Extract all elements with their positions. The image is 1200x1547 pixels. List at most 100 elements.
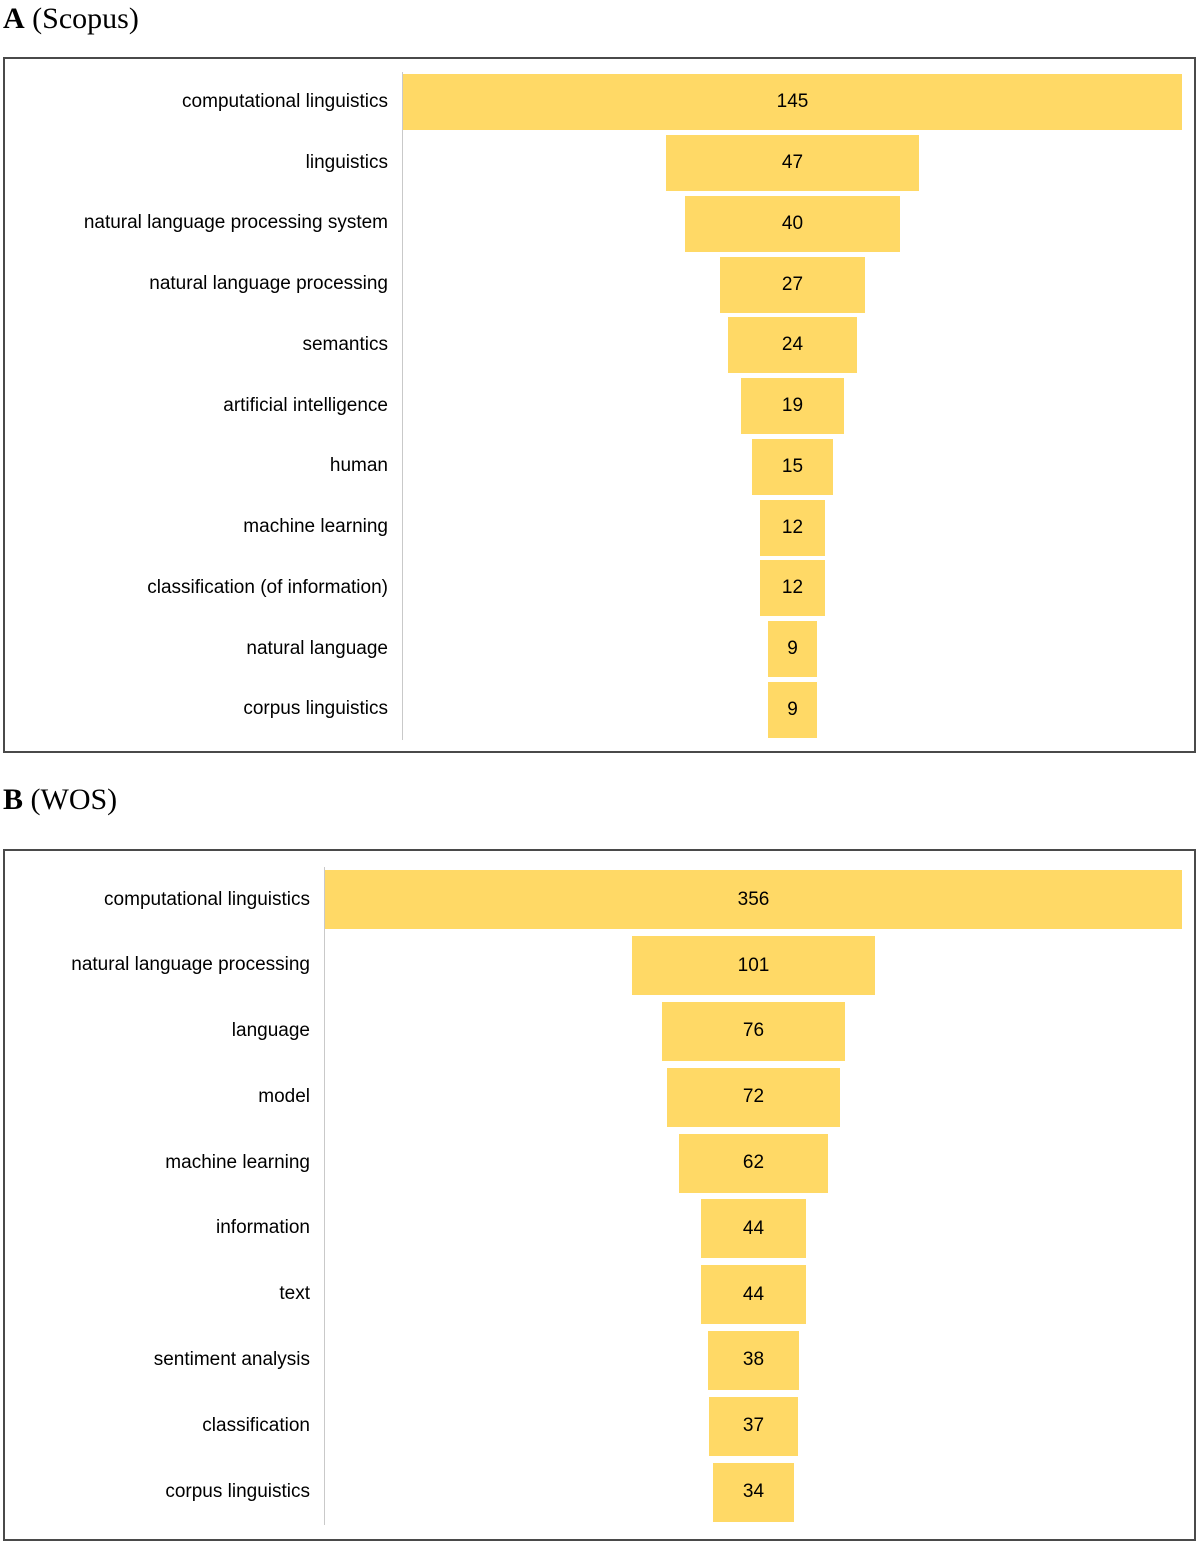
panel-b-letter: B — [3, 783, 24, 816]
chart-row: information 44 — [5, 1195, 1182, 1262]
funnel-bar: 44 — [700, 1265, 807, 1325]
chart-row: natural language processing 27 — [5, 254, 1182, 315]
funnel-bar: 12 — [760, 560, 825, 617]
value-label: 76 — [742, 1020, 765, 1042]
chart-row: classification 37 — [5, 1393, 1182, 1460]
value-label: 62 — [742, 1152, 765, 1174]
funnel-bar: 15 — [752, 438, 833, 495]
value-label: 72 — [742, 1086, 765, 1108]
bar-area: 40 — [402, 193, 1182, 255]
chart-row: language 76 — [5, 998, 1182, 1065]
funnel-bar: 37 — [708, 1396, 799, 1456]
value-label: 356 — [737, 888, 770, 910]
bar-area: 9 — [402, 618, 1182, 680]
funnel-bar: 47 — [666, 135, 919, 192]
chart-row: linguistics 47 — [5, 132, 1182, 194]
category-label: model — [258, 1085, 310, 1107]
chart-row: human 15 — [5, 436, 1182, 498]
value-label: 37 — [742, 1415, 765, 1437]
bar-area: 101 — [324, 932, 1182, 999]
value-label: 34 — [742, 1481, 765, 1503]
funnel-bar: 34 — [712, 1462, 795, 1522]
bar-area: 37 — [324, 1393, 1182, 1460]
panel-a-title: A (Scopus) — [3, 2, 139, 36]
funnel-bar: 19 — [741, 378, 844, 435]
bar-area: 19 — [402, 375, 1182, 437]
category-label: language — [231, 1020, 310, 1042]
value-label: 145 — [776, 91, 809, 113]
category-label: artificial intelligence — [223, 394, 388, 416]
category-label: machine learning — [243, 516, 388, 538]
chart-b-box: computational linguistics 356 natural lang… — [3, 849, 1196, 1541]
bar-area: 12 — [402, 557, 1182, 619]
funnel-bar: 24 — [728, 317, 857, 374]
funnel-bar: 44 — [700, 1199, 807, 1259]
funnel-bar: 12 — [760, 499, 825, 556]
chart-row: machine learning 62 — [5, 1130, 1182, 1196]
bar-area: 44 — [324, 1261, 1182, 1328]
category-label: text — [279, 1283, 310, 1305]
funnel-bar: 145 — [403, 74, 1182, 131]
funnel-bar: 62 — [678, 1133, 829, 1193]
value-label: 38 — [742, 1349, 765, 1371]
value-label: 101 — [737, 954, 770, 976]
category-label: semantics — [302, 333, 388, 355]
chart-row: corpus linguistics 34 — [5, 1459, 1182, 1525]
chart-row: natural language 9 — [5, 618, 1182, 680]
category-label: natural language — [246, 637, 388, 659]
bar-area: 24 — [402, 314, 1182, 376]
bar-area: 62 — [324, 1130, 1182, 1196]
value-label: 44 — [742, 1283, 765, 1305]
chart-row: natural language processing system 40 — [5, 193, 1182, 255]
category-label: information — [216, 1217, 310, 1239]
chart-row: natural language processing 101 — [5, 932, 1182, 999]
panel-a-title-suffix: (Scopus) — [24, 2, 139, 35]
value-label: 12 — [781, 516, 804, 538]
value-label: 44 — [742, 1217, 765, 1239]
bar-area: 15 — [402, 436, 1182, 498]
value-label: 12 — [781, 577, 804, 599]
value-label: 40 — [781, 212, 804, 234]
bar-area: 12 — [402, 497, 1182, 558]
chart-row: semantics 24 — [5, 314, 1182, 376]
bar-area: 145 — [402, 72, 1182, 133]
chart-row: classification (of information) 12 — [5, 557, 1182, 619]
category-label: corpus linguistics — [243, 698, 388, 720]
chart-row: artificial intelligence 19 — [5, 375, 1182, 437]
bar-area: 44 — [324, 1195, 1182, 1262]
bar-area: 76 — [324, 998, 1182, 1065]
chart-row: computational linguistics 145 — [5, 72, 1182, 133]
chart-a-box: computational linguistics 145 linguistics 4… — [3, 57, 1196, 753]
category-label: classification (of information) — [147, 576, 388, 598]
funnel-bar: 38 — [707, 1330, 800, 1390]
bar-area: 47 — [402, 132, 1182, 194]
chart-row: computational linguistics 356 — [5, 867, 1182, 933]
panel-a-letter: A — [3, 2, 25, 35]
panel-b-title: B (WOS) — [3, 783, 117, 817]
value-label: 24 — [781, 334, 804, 356]
bar-area: 34 — [324, 1459, 1182, 1525]
funnel-bar: 356 — [325, 870, 1182, 930]
category-label: natural language processing system — [83, 212, 388, 234]
bar-area: 27 — [402, 254, 1182, 315]
value-label: 15 — [781, 455, 804, 477]
value-label: 47 — [781, 152, 804, 174]
funnel-bar: 40 — [685, 195, 900, 252]
value-label: 27 — [781, 273, 804, 295]
funnel-bar: 76 — [662, 1001, 845, 1061]
chart-row: corpus linguistics 9 — [5, 679, 1182, 741]
category-label: computational linguistics — [104, 888, 310, 910]
funnel-bar: 9 — [768, 681, 817, 738]
funnel-bar: 101 — [631, 936, 876, 996]
bar-area: 38 — [324, 1327, 1182, 1394]
category-label: natural language processing — [71, 954, 310, 976]
bar-area: 72 — [324, 1064, 1182, 1131]
chart-row: sentiment analysis 38 — [5, 1327, 1182, 1394]
panel-b-title-suffix: (WOS) — [23, 783, 118, 816]
funnel-bar: 27 — [719, 256, 866, 313]
category-label: machine learning — [165, 1151, 310, 1173]
category-label: linguistics — [305, 151, 388, 173]
category-label: natural language processing — [149, 273, 388, 295]
chart-row: machine learning 12 — [5, 497, 1182, 558]
chart-row: model 72 — [5, 1064, 1182, 1131]
